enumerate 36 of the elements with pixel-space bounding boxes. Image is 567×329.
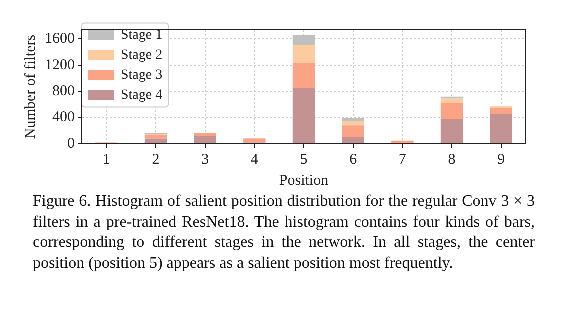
bar [342,121,364,126]
bar [194,134,216,136]
bar [490,114,512,144]
x-tick-label: 9 [498,152,506,168]
caption: Figure 6. Histogram of salient position distribution for the regular Conv 3 × 3 filters in a pre-trained ResNet18. The histogram contains four kinds of bars, corresponding to different stages in the network. In all stages, the center position (position 5) appears as a salient position most frequently. [33,192,535,274]
y-tick-label: 1600 [45,31,75,48]
y-tick-label: 400 [52,110,75,126]
bar [292,88,316,144]
legend-label: Stage 2 [121,48,163,63]
y-tick-label: 0 [68,136,75,152]
bar [244,138,266,143]
bar [144,138,168,144]
bar [144,134,168,139]
bar [342,126,364,138]
x-tick-label: 4 [250,152,259,168]
bar [490,108,512,115]
x-tick-label: 1 [102,152,110,168]
x-tick-label: 8 [448,152,456,168]
x-tick-label: 6 [350,152,358,168]
x-tick-label: 5 [300,152,308,168]
y-tick-label: 800 [52,84,75,100]
legend-label: Stage 4 [121,88,163,103]
y-axis-title: Number of filters [22,34,39,140]
bar [440,119,464,144]
x-tick-label: 3 [202,152,210,168]
legend-label: Stage 3 [121,68,163,83]
bar [342,137,364,144]
bar [292,45,316,64]
bar [292,63,316,88]
bar [440,103,464,120]
bar [194,136,216,144]
x-tick-label: 7 [398,152,407,168]
y-tick-label: 1200 [45,57,75,74]
x-axis-title: Position [279,172,330,189]
x-tick-label: 2 [152,152,160,168]
bar [440,98,464,104]
